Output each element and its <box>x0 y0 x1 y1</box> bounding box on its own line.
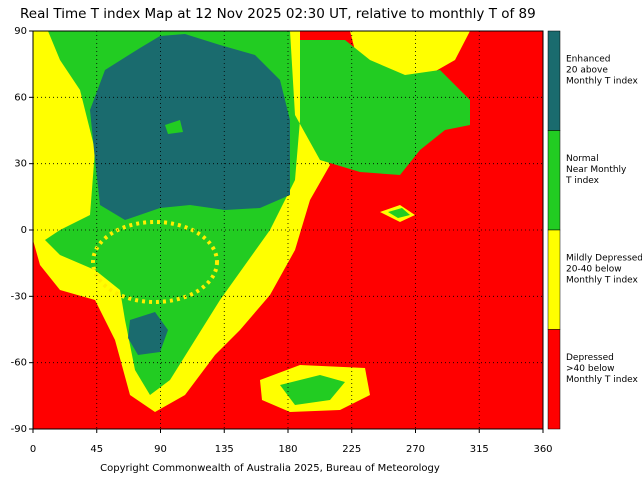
legend-text: >40 below <box>566 364 614 374</box>
enhanced-region <box>128 312 168 355</box>
normal-region <box>280 375 345 405</box>
enhanced-region <box>90 34 290 220</box>
x-tick-label: 135 <box>215 444 234 455</box>
legend-text: Mildly Depressed <box>566 254 642 264</box>
x-tick-label: 360 <box>533 444 552 455</box>
legend-swatch <box>547 130 561 231</box>
y-tick-label: 0 <box>21 225 27 236</box>
x-tick-label: 315 <box>470 444 489 455</box>
y-tick-label: 30 <box>14 159 27 170</box>
x-tick-label: 225 <box>342 444 361 455</box>
x-tick-label: 180 <box>278 444 297 455</box>
copyright: Copyright Commonwealth of Australia 2025… <box>100 463 440 474</box>
legend-text: Near Monthly <box>566 165 627 175</box>
normal-region <box>388 208 410 218</box>
legend-swatch <box>547 329 561 430</box>
legend-text: 20 above <box>566 66 608 76</box>
x-tick-label: 0 <box>30 444 36 455</box>
map-title: Real Time T index Map at 12 Nov 2025 02:… <box>20 6 536 22</box>
y-tick-label: -60 <box>11 358 27 369</box>
legend-text: Monthly T index <box>566 276 639 286</box>
legend-text: T index <box>565 176 600 186</box>
x-tick-label: 270 <box>406 444 425 455</box>
legend-text: Enhanced <box>566 55 611 65</box>
map-plot <box>32 30 544 430</box>
x-tick-label: 90 <box>154 444 167 455</box>
normal-region <box>165 120 183 134</box>
legend-text: 20-40 below <box>566 265 622 275</box>
highlight-ellipse <box>91 220 219 304</box>
y-tick-label: 60 <box>14 92 27 103</box>
y-tick-label: -30 <box>11 291 27 302</box>
y-tick-label: 90 <box>14 26 27 37</box>
x-tick-label: 45 <box>90 444 103 455</box>
legend-text: Monthly T index <box>566 77 639 87</box>
legend-text: Depressed <box>566 353 614 363</box>
legend-swatch <box>547 229 561 330</box>
legend-text: Monthly T index <box>566 375 639 385</box>
y-tick-label: -90 <box>11 424 27 435</box>
legend-swatch <box>547 30 561 131</box>
legend-text: Normal <box>566 154 599 164</box>
